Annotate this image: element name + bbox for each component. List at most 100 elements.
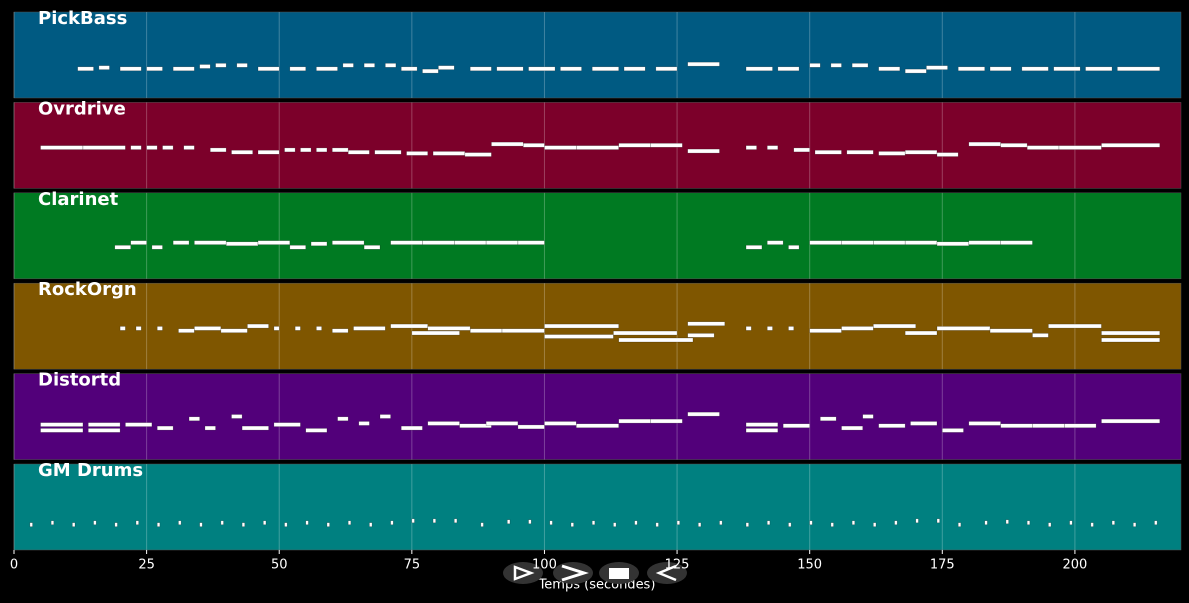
note <box>507 519 511 525</box>
note <box>846 149 874 155</box>
track-background <box>13 463 1182 551</box>
note <box>936 518 940 524</box>
note <box>719 520 723 525</box>
note <box>782 423 810 429</box>
note <box>135 326 142 331</box>
note <box>623 66 646 72</box>
note <box>777 66 800 72</box>
note <box>438 65 455 70</box>
note <box>591 520 596 525</box>
note <box>294 326 301 331</box>
note <box>178 520 182 525</box>
note <box>1085 66 1113 72</box>
note <box>454 518 458 524</box>
note <box>379 414 391 419</box>
note <box>40 422 84 427</box>
note <box>390 520 394 525</box>
note <box>904 68 927 74</box>
note <box>745 66 773 72</box>
note <box>544 421 577 426</box>
note <box>411 330 460 336</box>
note <box>257 240 291 245</box>
note <box>936 241 970 247</box>
note <box>257 149 280 155</box>
note <box>1000 240 1033 245</box>
note <box>984 520 988 525</box>
note <box>878 151 906 156</box>
note <box>390 323 429 329</box>
note <box>878 423 906 429</box>
note <box>655 522 659 527</box>
note <box>1032 423 1065 429</box>
note <box>655 66 678 72</box>
note <box>1053 66 1081 72</box>
note <box>851 520 856 525</box>
note <box>347 149 370 155</box>
note <box>873 522 877 527</box>
note <box>88 428 121 433</box>
note <box>459 423 492 429</box>
note <box>788 326 795 331</box>
note <box>1111 520 1115 525</box>
note <box>454 240 487 245</box>
forward-button[interactable] <box>553 562 593 584</box>
note <box>618 337 694 343</box>
note <box>878 66 901 72</box>
note <box>247 323 269 329</box>
track-background <box>13 373 1182 460</box>
note <box>358 421 370 426</box>
note <box>374 149 402 155</box>
stop-button[interactable] <box>599 562 639 584</box>
note <box>766 145 779 150</box>
note <box>1133 522 1137 527</box>
panels: PickBass Ovrdrive Clarinet RockOrgn Distortd… <box>13 8 1182 551</box>
note <box>910 421 938 426</box>
note <box>745 428 779 433</box>
note <box>788 245 800 250</box>
note <box>766 240 784 245</box>
note <box>560 66 582 72</box>
note <box>989 328 1033 333</box>
note <box>263 520 267 525</box>
note <box>576 145 619 150</box>
track: RockOrgn <box>13 279 1182 370</box>
note <box>1000 423 1033 429</box>
note <box>830 63 842 68</box>
note <box>522 143 545 148</box>
note <box>400 425 423 431</box>
note <box>1048 323 1102 329</box>
note <box>363 63 375 68</box>
note <box>1101 330 1161 336</box>
note <box>968 240 1001 245</box>
note <box>114 522 118 527</box>
x-tick-label: 150 <box>797 558 822 573</box>
note <box>156 326 163 331</box>
note <box>841 240 874 245</box>
note <box>257 66 280 72</box>
note <box>528 66 556 72</box>
rewind-button[interactable] <box>647 562 687 584</box>
note <box>326 522 330 527</box>
track-background <box>13 192 1182 280</box>
note <box>517 240 545 245</box>
track-name: Distortd <box>38 370 121 391</box>
note <box>1069 520 1073 525</box>
note <box>915 518 919 524</box>
note <box>427 421 460 426</box>
note <box>501 328 545 333</box>
note <box>687 411 720 417</box>
track: PickBass <box>13 8 1182 99</box>
note <box>310 241 328 247</box>
note <box>485 421 519 426</box>
note <box>347 520 352 525</box>
note <box>432 151 466 156</box>
play-button[interactable] <box>503 562 543 584</box>
note <box>98 65 110 70</box>
note <box>406 151 429 156</box>
note <box>88 422 121 427</box>
note <box>485 240 519 245</box>
note <box>1005 519 1009 525</box>
note <box>1090 522 1094 527</box>
note <box>809 520 813 525</box>
